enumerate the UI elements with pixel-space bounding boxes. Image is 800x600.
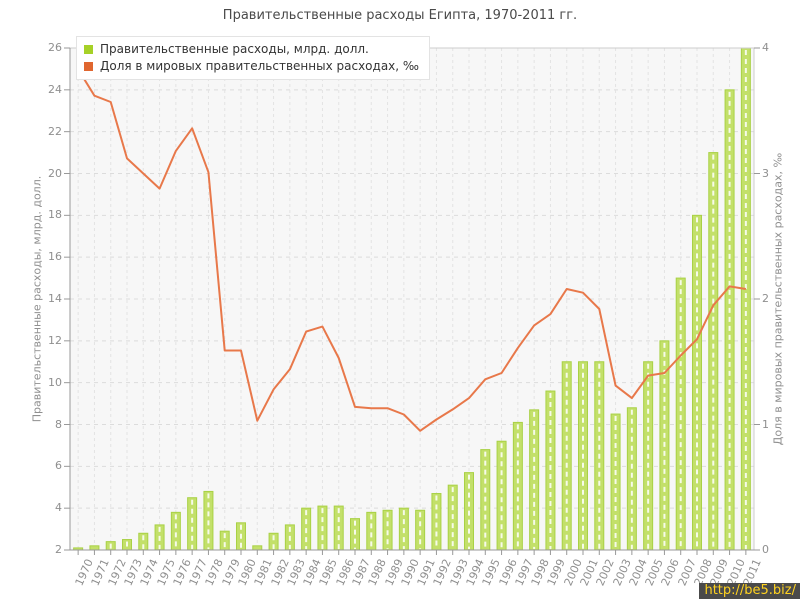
right-axis-title: Доля в мировых правительственных расхода… — [771, 152, 785, 446]
legend-label: Правительственные расходы, млрд. долл. — [100, 42, 369, 56]
legend-label: Доля в мировых правительственных расхода… — [100, 59, 420, 73]
watermark-link[interactable]: http://be5.biz/ — [699, 583, 800, 599]
left-axis-title: Правительственные расходы, млрд. долл. — [30, 175, 44, 423]
legend: Правительственные расходы, млрд. долл. Д… — [76, 36, 431, 80]
bar — [89, 545, 100, 551]
bar-series-swatch-icon — [84, 45, 93, 54]
bar — [252, 545, 263, 551]
legend-item-expenditures: Правительственные расходы, млрд. долл. — [84, 41, 419, 58]
line-series-swatch-icon — [84, 62, 93, 71]
share-line — [77, 68, 747, 432]
bar — [187, 497, 198, 551]
legend-item-world-share: Доля в мировых правительственных расхода… — [84, 58, 419, 75]
chart-title: Правительственные расходы Египта, 1970-2… — [222, 8, 578, 23]
bar — [512, 421, 523, 551]
